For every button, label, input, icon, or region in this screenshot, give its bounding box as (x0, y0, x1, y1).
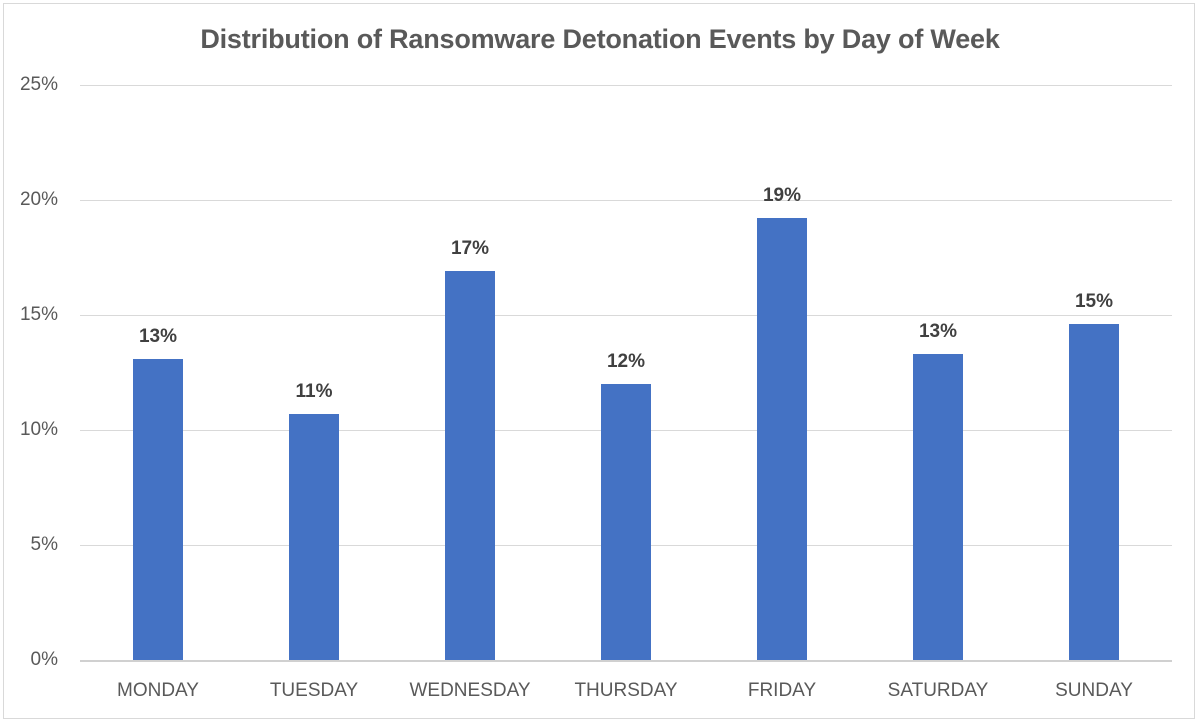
x-label-tuesday: TUESDAY (269, 680, 359, 701)
data-label-thursday: 12% (606, 351, 646, 372)
chart-frame (3, 3, 1195, 719)
bar-sunday (1069, 324, 1119, 660)
data-label-tuesday: 11% (295, 381, 333, 402)
data-label-sunday: 15% (1074, 291, 1114, 312)
data-label-saturday: 13% (918, 321, 958, 342)
gridline-20 (80, 200, 1172, 201)
bar-friday (757, 218, 807, 660)
chart-title: Distribution of Ransomware Detonation Ev… (200, 24, 1000, 54)
data-label-wednesday: 17% (450, 238, 490, 259)
x-label-saturday: SATURDAY (887, 680, 989, 701)
gridline-25 (80, 85, 1172, 86)
x-label-friday: FRIDAY (747, 680, 817, 701)
y-tick-0: 0% (30, 649, 58, 670)
bar-tuesday (289, 414, 339, 660)
bar-wednesday (445, 271, 495, 660)
x-axis-line (80, 660, 1172, 662)
y-tick-5: 5% (30, 534, 58, 555)
y-tick-10: 10% (19, 419, 58, 440)
bar-thursday (601, 384, 651, 660)
bar-saturday (913, 354, 963, 660)
x-label-monday: MONDAY (117, 680, 199, 701)
x-label-wednesday: WEDNESDAY (409, 680, 531, 701)
data-label-monday: 13% (138, 326, 178, 347)
bar-monday (133, 359, 183, 660)
x-label-sunday: SUNDAY (1055, 680, 1133, 701)
data-label-friday: 19% (762, 185, 802, 206)
gridline-15 (80, 315, 1172, 316)
x-label-thursday: THURSDAY (574, 680, 678, 701)
y-tick-20: 20% (19, 189, 58, 210)
y-tick-15: 15% (19, 304, 58, 325)
y-tick-25: 25% (19, 74, 58, 95)
